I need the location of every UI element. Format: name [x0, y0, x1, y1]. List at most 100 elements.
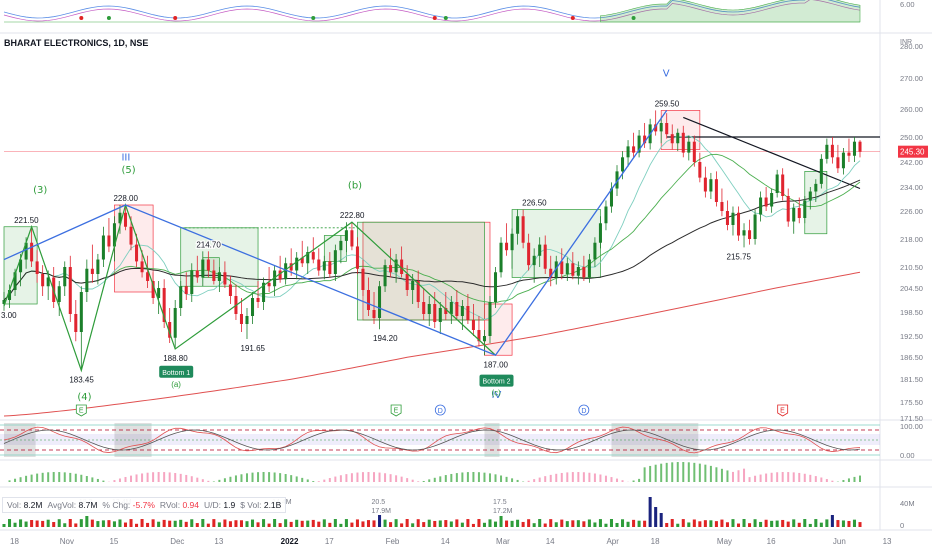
histogram-bar: [69, 472, 72, 482]
volume-bar: [538, 519, 542, 527]
candle-body: [422, 302, 426, 314]
candle-body: [366, 290, 371, 310]
volume-bar: [250, 519, 255, 527]
volume-bar: [604, 523, 608, 527]
histogram-bar: [726, 470, 729, 482]
candle-body: [731, 212, 735, 225]
histogram-bar: [63, 472, 66, 482]
volume-bar: [676, 523, 680, 527]
candle-body: [830, 144, 834, 158]
histogram-bar: [792, 472, 795, 482]
volume-bar: [830, 515, 834, 527]
ma-10-line: [3, 135, 861, 321]
volume-bar: [598, 519, 602, 527]
candle-body: [350, 230, 354, 247]
volume-bar: [278, 523, 282, 527]
candle-body: [825, 144, 829, 159]
volume-bar: [400, 523, 404, 527]
candle-body: [516, 216, 520, 234]
histogram-bar: [306, 479, 309, 482]
histogram-bar: [859, 475, 861, 482]
top-signal-dot: [570, 16, 575, 20]
histogram-bar: [422, 480, 425, 482]
candle-body: [30, 242, 34, 262]
volume-bar: [355, 519, 359, 527]
volume-bar: [543, 523, 547, 527]
volume-bar: [643, 520, 647, 527]
candle-body: [527, 242, 531, 266]
candle-body: [797, 208, 801, 218]
volume-bar: [151, 519, 155, 527]
top-signal-dot: [311, 16, 316, 20]
histogram-bar: [168, 472, 171, 482]
candle-body: [355, 246, 359, 269]
volume-bar: [687, 522, 691, 527]
histogram-bar: [687, 462, 690, 482]
candle-body: [74, 314, 78, 332]
symbol-title: BHARAT ELECTRONICS, 1D, NSE: [4, 38, 149, 48]
candle-body: [46, 277, 50, 287]
volume-bar: [245, 521, 249, 527]
volume-bar: [262, 519, 266, 527]
last-price-badge: [898, 145, 928, 158]
volume-bar: [797, 522, 801, 527]
candle-body: [262, 282, 266, 302]
candle-body: [151, 281, 155, 298]
volume-bar: [322, 519, 326, 527]
histogram-bar: [566, 472, 569, 482]
candle-body: [41, 274, 45, 287]
histogram-bar: [19, 477, 22, 482]
time-axis-tick: 14: [546, 537, 555, 546]
histogram-bar: [803, 473, 806, 482]
candle-body: [676, 132, 680, 144]
histogram-bar: [754, 475, 757, 482]
price-axis-tick: 198.50: [900, 308, 923, 317]
volume-bar: [416, 519, 420, 527]
time-axis-tick: 13: [214, 537, 223, 546]
wave-label: (3): [33, 185, 47, 196]
candle-body: [665, 123, 669, 135]
price-axis-tick: 175.50: [900, 398, 923, 407]
histogram-bar: [720, 468, 723, 482]
price-axis-tick: 280.00: [900, 42, 923, 51]
candle-body: [184, 286, 188, 294]
candle-body: [720, 202, 724, 211]
volume-bar: [609, 519, 614, 527]
candle-body: [322, 261, 326, 271]
earnings-marker: [390, 404, 402, 417]
stoch-axis-tick: 0.00: [900, 451, 915, 460]
volume-bar: [123, 522, 128, 527]
candle-body: [781, 174, 785, 196]
volume-bar: [499, 516, 503, 527]
histogram-bar: [560, 472, 563, 482]
elliott-wave-blue: [3, 110, 668, 357]
price-label: 259.50: [655, 99, 680, 108]
histogram-bar: [787, 472, 790, 482]
histogram-bar: [709, 465, 712, 482]
candle-body: [808, 191, 812, 201]
bottom-tag-label: Bottom 2: [483, 379, 511, 386]
candle-body: [786, 196, 790, 222]
histogram-bar: [488, 473, 491, 482]
candle-body: [460, 306, 464, 316]
volume-bar: [57, 519, 61, 527]
volume-bar: [770, 520, 774, 527]
volume-bar: [68, 519, 72, 527]
price-label: 188.80: [163, 354, 188, 363]
volume-bar: [565, 521, 569, 527]
histogram-bar: [52, 472, 55, 482]
volume-bar: [736, 523, 741, 527]
histogram-bar: [251, 472, 254, 482]
volume-bar: [510, 520, 514, 527]
dividend-marker: [434, 404, 446, 416]
candle-body: [621, 157, 625, 172]
volume-bar: [670, 519, 674, 527]
volume-bar: [593, 522, 597, 527]
histogram-bar: [527, 480, 530, 482]
histogram-bar: [533, 479, 536, 482]
candle-body: [19, 259, 23, 273]
price-axis-tick: 171.50: [900, 414, 923, 423]
volume-bar: [383, 519, 387, 527]
volume-bar: [378, 515, 382, 527]
